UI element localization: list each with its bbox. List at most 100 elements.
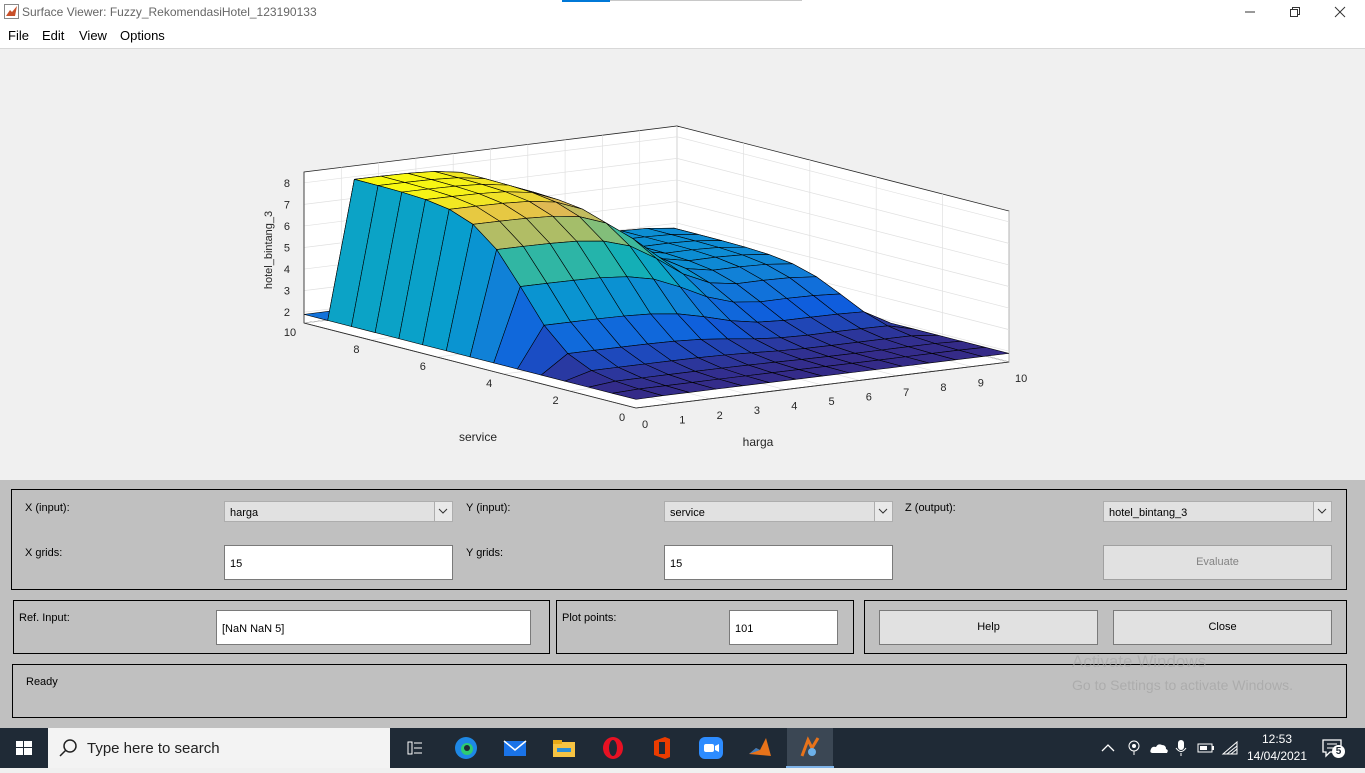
search-placeholder: Type here to search [87,740,220,757]
x-tick-label: 3 [754,405,760,417]
plot-points-group [556,600,854,654]
x-grids-input[interactable]: 15 [224,545,453,580]
opera-icon[interactable] [599,734,627,762]
edge-icon[interactable] [452,734,480,762]
minimize-button[interactable] [1227,0,1273,24]
z-tick-label: 2 [284,307,290,319]
y-input-value: service [670,507,705,519]
matlab-icon[interactable] [746,734,774,762]
x-tick-label: 7 [903,387,909,399]
y-tick-label: 0 [619,412,625,424]
matlab-window-icon [4,4,19,19]
grid-line-z [303,136,1010,223]
x-input-label: X (input): [25,502,70,514]
x-tick-label: 2 [717,410,723,422]
taskbar: Type here to search 12:53 14/04/2021 5 [0,728,1365,768]
y-axis-title: service [459,430,497,444]
mail-icon[interactable] [501,734,529,762]
title-bar: Surface Viewer: Fuzzy_RekomendasiHotel_1… [0,0,1365,24]
z-tick-label: 3 [284,286,290,298]
y-tick-label: 4 [486,378,492,390]
z-tick-label: 8 [284,178,290,190]
title-accent-bar [562,0,610,2]
clock-date: 14/04/2021 [1246,749,1308,763]
x-axis-title: harga [743,435,774,449]
z-output-label: Z (output): [905,502,956,514]
help-button[interactable]: Help [879,610,1098,645]
running-indicator [786,766,834,768]
x-tick-label: 10 [1015,373,1027,385]
task-view-icon[interactable] [401,734,429,762]
taskbar-search-box[interactable]: Type here to search [48,728,390,768]
close-icon [1334,6,1346,18]
menu-view[interactable]: View [79,28,107,43]
search-icon [59,739,77,757]
notification-badge: 5 [1332,745,1345,758]
x-input-select[interactable]: harga [224,501,453,522]
chevron-down-icon [878,508,888,514]
status-text: Ready [26,676,58,688]
activate-windows-title: Activate Windows [1072,652,1207,671]
surface-patch [612,388,663,400]
y-tick-label: 6 [420,361,426,373]
menu-edit[interactable]: Edit [42,28,65,43]
start-button[interactable] [0,728,48,768]
menu-file[interactable]: File [8,28,29,43]
plot-points-label: Plot points: [562,612,617,624]
minimize-icon [1245,11,1255,13]
plot-area[interactable]: 0 1 2 3 4 5 6 7 8 9 10 0 2 4 6 8 10 2 3 4 5 6 7 8 harga service ho… [0,49,1365,480]
x-tick-label: 5 [829,396,835,408]
x-tick-label: 4 [791,401,797,413]
evaluate-button[interactable]: Evaluate [1103,545,1332,580]
x-input-value: harga [230,507,259,519]
menu-options[interactable]: Options [120,28,165,43]
x-tick-label: 1 [679,414,685,426]
window-title: Surface Viewer: Fuzzy_RekomendasiHotel_1… [22,5,317,19]
close-button[interactable]: Close [1113,610,1332,645]
y-input-select[interactable]: service [664,501,893,522]
webcam-icon[interactable] [1126,739,1142,757]
x-grids-label: X grids: [25,547,63,559]
plot-points-input[interactable]: 101 [729,610,838,645]
surface-plot[interactable]: 0 1 2 3 4 5 6 7 8 9 10 0 2 4 6 8 10 2 3 4 5 6 7 8 harga service ho… [0,49,1365,480]
chevron-down-icon [1317,508,1327,514]
x-tick-label: 6 [866,391,872,403]
chevron-down-icon [438,508,448,514]
y-input-label: Y (input): [466,502,511,514]
windows-logo-icon [16,741,32,755]
status-group [12,664,1347,718]
z-output-dropdown[interactable] [1313,502,1331,521]
ref-input-field[interactable]: [NaN NaN 5] [216,610,531,645]
buttons-group [864,600,1347,654]
y-axis-line [303,322,637,409]
ref-input-label: Ref. Input: [19,612,70,624]
z-output-select[interactable]: hotel_bintang_3 [1103,501,1332,522]
restore-button[interactable] [1272,0,1318,24]
file-explorer-icon[interactable] [550,734,578,762]
office-icon[interactable] [648,734,676,762]
ref-input-group [13,600,550,654]
battery-icon[interactable] [1197,742,1215,754]
x-input-dropdown[interactable] [434,502,452,521]
wifi-icon[interactable] [1221,740,1239,756]
chevron-up-icon[interactable] [1100,741,1116,755]
x-tick-label: 8 [940,382,946,394]
z-tick-label: 7 [284,199,290,211]
clock-time: 12:53 [1261,732,1293,746]
y-grids-input[interactable]: 15 [664,545,893,580]
y-input-dropdown[interactable] [874,502,892,521]
fuzzy-toolbox-taskbar-item[interactable] [787,728,833,768]
zoom-icon[interactable] [697,734,725,762]
notification-center-button[interactable]: 5 [1318,736,1348,760]
menu-bar: File Edit View Options [0,24,1365,49]
z-tick-label: 5 [284,243,290,255]
z-tick-label: 4 [284,264,290,276]
x-tick-label: 0 [642,419,648,431]
y-grids-label: Y grids: [466,547,504,559]
close-window-button[interactable] [1317,0,1363,24]
onedrive-icon[interactable] [1149,741,1169,755]
z-output-value: hotel_bintang_3 [1109,507,1188,519]
x-axis-line [635,361,1010,409]
taskbar-clock[interactable]: 12:53 14/04/2021 [1240,731,1314,765]
microphone-icon[interactable] [1174,739,1188,757]
